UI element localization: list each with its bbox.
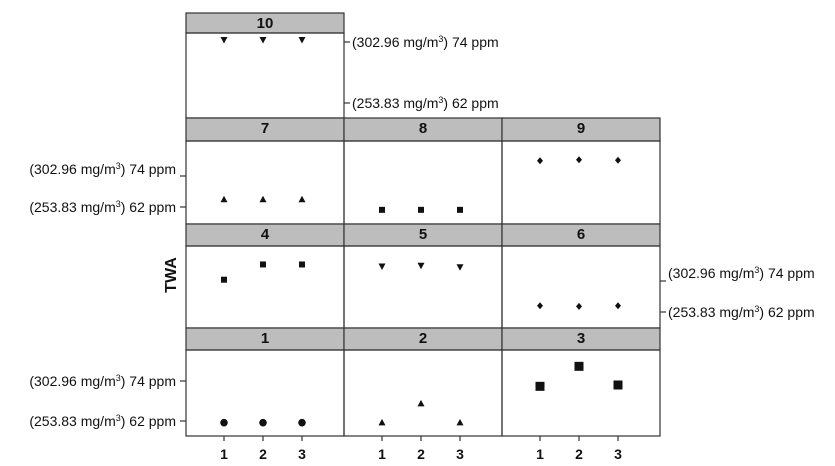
panel-label-9: 9 bbox=[577, 120, 585, 137]
panel-label-8: 8 bbox=[419, 120, 427, 137]
panel-label-7: 7 bbox=[261, 120, 269, 137]
panel-label-1: 1 bbox=[261, 330, 269, 347]
data-point-p7-x3 bbox=[298, 195, 306, 203]
data-point-p6-x1 bbox=[537, 302, 543, 310]
panel-frame-3 bbox=[501, 349, 661, 437]
x-tick-label-col2-1: 1 bbox=[378, 446, 386, 462]
data-point-p10-x3 bbox=[298, 36, 306, 44]
panel-frame-6 bbox=[501, 245, 661, 329]
data-point-p4-x2 bbox=[260, 261, 266, 268]
data-point-p10-x2 bbox=[259, 36, 267, 44]
data-point-p9-x2 bbox=[576, 156, 582, 164]
data-point-p1-x1 bbox=[220, 418, 228, 427]
data-point-p5-x3 bbox=[456, 264, 464, 271]
x-tick-label-col3-1: 1 bbox=[536, 446, 544, 462]
panel-frame-5 bbox=[343, 245, 503, 329]
data-point-p8-x2 bbox=[418, 206, 424, 213]
data-point-p3-x1 bbox=[535, 381, 545, 391]
panel-frame-9 bbox=[501, 140, 661, 225]
data-point-p3-x3 bbox=[613, 380, 623, 390]
x-tick-label-col1-1: 1 bbox=[220, 446, 228, 462]
panel-frame-4 bbox=[185, 245, 345, 329]
ref-label-row1-62: (253.83 mg/m3) 62 ppm bbox=[29, 199, 176, 215]
data-point-p1-x3 bbox=[298, 418, 306, 427]
data-point-p4-x3 bbox=[299, 261, 305, 268]
data-point-p9-x1 bbox=[537, 157, 543, 165]
data-point-p8-x1 bbox=[379, 206, 385, 213]
data-point-p6-x3 bbox=[615, 302, 621, 310]
panel-frame-7 bbox=[185, 140, 345, 225]
data-point-p7-x2 bbox=[259, 195, 267, 203]
data-point-p7-x1 bbox=[220, 195, 228, 203]
panel-frame-10 bbox=[185, 32, 345, 119]
data-point-p1-x2 bbox=[259, 418, 267, 427]
x-tick-label-col3-3: 3 bbox=[614, 446, 622, 462]
data-point-p8-x3 bbox=[457, 206, 463, 213]
ref-label-row1-74: (302.96 mg/m3) 74 ppm bbox=[29, 161, 176, 177]
x-tick-label-col3-2: 2 bbox=[575, 446, 583, 462]
y-axis-label: TWA bbox=[163, 257, 180, 293]
ref-label-row3-62: (253.83 mg/m3) 62 ppm bbox=[29, 413, 176, 429]
panel-label-4: 4 bbox=[261, 226, 270, 243]
data-point-p2-x3 bbox=[456, 418, 464, 426]
x-tick-label-col1-2: 2 bbox=[259, 446, 267, 462]
x-tick-label-col2-3: 3 bbox=[456, 446, 464, 462]
panel-frame-2 bbox=[343, 349, 503, 437]
ref-label-row0-62: (253.83 mg/m3) 62 ppm bbox=[352, 95, 499, 111]
panel-label-2: 2 bbox=[419, 330, 427, 347]
data-point-p2-x1 bbox=[378, 418, 386, 426]
data-point-p4-x1 bbox=[221, 276, 227, 283]
x-tick-label-col2-2: 2 bbox=[417, 446, 425, 462]
panel-label-3: 3 bbox=[577, 330, 585, 347]
ref-label-row3-74: (302.96 mg/m3) 74 ppm bbox=[29, 373, 176, 389]
data-point-p10-x1 bbox=[220, 36, 228, 44]
data-point-p5-x1 bbox=[378, 263, 386, 271]
panel-label-10: 10 bbox=[257, 15, 274, 32]
data-point-p6-x2 bbox=[576, 302, 582, 310]
x-tick-label-col1-3: 3 bbox=[298, 446, 306, 462]
data-point-p3-x2 bbox=[574, 361, 584, 371]
data-point-p2-x2 bbox=[417, 399, 425, 407]
ref-label-row2-74: (302.96 mg/m3) 74 ppm bbox=[668, 265, 815, 281]
ref-label-row0-74: (302.96 mg/m3) 74 ppm bbox=[352, 34, 499, 50]
data-point-p9-x3 bbox=[615, 156, 621, 164]
panel-label-6: 6 bbox=[577, 226, 585, 243]
panel-label-5: 5 bbox=[419, 226, 427, 243]
data-point-p5-x2 bbox=[417, 262, 425, 270]
ref-label-row2-62: (253.83 mg/m3) 62 ppm bbox=[668, 304, 815, 320]
